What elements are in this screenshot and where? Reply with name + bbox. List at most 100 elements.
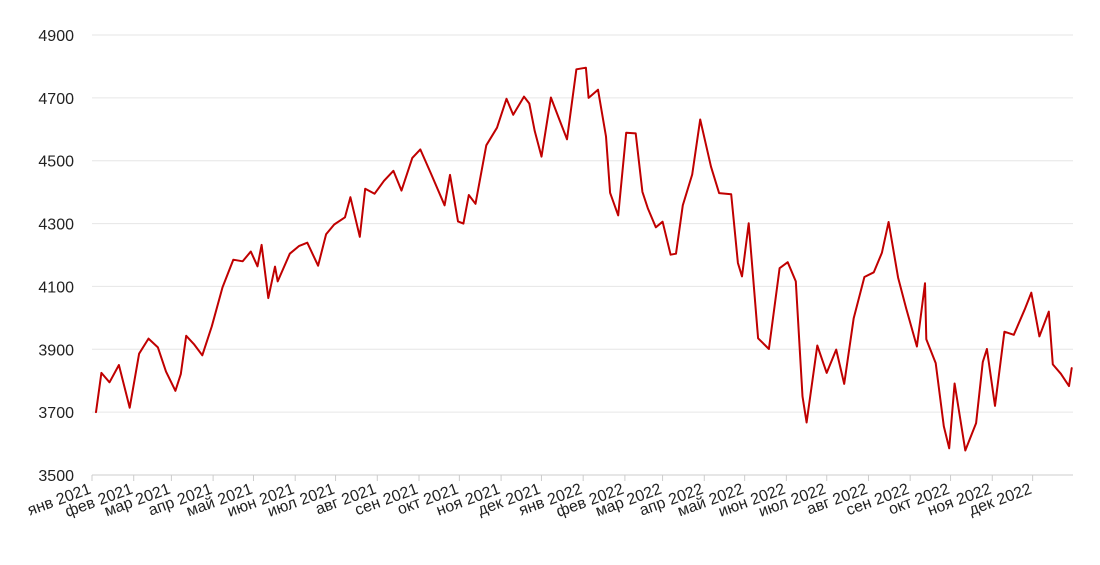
data-point: [863, 276, 865, 278]
data-point: [306, 242, 308, 244]
data-point: [954, 383, 956, 385]
data-point: [617, 214, 619, 216]
y-tick-label: 4100: [38, 279, 74, 296]
data-point: [655, 226, 657, 228]
data-point: [924, 282, 926, 284]
data-point: [462, 223, 464, 225]
data-point: [975, 422, 977, 424]
data-point: [148, 338, 150, 340]
data-point: [277, 280, 279, 282]
data-point: [138, 353, 140, 355]
data-point: [691, 174, 693, 176]
data-point: [710, 166, 712, 168]
data-point: [1071, 367, 1073, 369]
data-point: [523, 96, 525, 98]
data-point: [257, 265, 259, 267]
data-point: [873, 271, 875, 273]
data-point: [768, 348, 770, 350]
data-point: [1038, 335, 1040, 337]
data-point: [1060, 373, 1062, 375]
data-point: [925, 338, 927, 340]
data-point: [795, 280, 797, 282]
data-point: [411, 157, 413, 159]
data-point: [512, 114, 514, 116]
data-point: [392, 170, 394, 172]
data-point: [528, 103, 530, 105]
gridlines: [92, 34, 1073, 476]
data-point: [232, 259, 234, 261]
data-point: [325, 233, 327, 235]
data-point: [211, 325, 213, 327]
data-point: [267, 297, 269, 299]
data-point: [787, 261, 789, 263]
data-point: [905, 307, 907, 309]
data-point: [982, 361, 984, 363]
data-point: [964, 450, 966, 452]
data-point: [757, 337, 759, 339]
data-point: [647, 207, 649, 209]
data-point: [289, 253, 291, 255]
data-point: [935, 362, 937, 364]
data-point: [449, 174, 451, 176]
data-point: [274, 266, 276, 268]
data-point: [641, 191, 643, 193]
series-line: [95, 66, 1073, 452]
data-point: [605, 136, 607, 138]
data-point: [317, 265, 319, 267]
data-point: [180, 373, 182, 375]
data-point: [95, 411, 97, 413]
data-point: [157, 346, 159, 348]
data-point: [682, 204, 684, 206]
data-point: [1068, 385, 1070, 387]
data-point: [1052, 363, 1054, 365]
data-point: [670, 254, 672, 256]
data-point: [261, 244, 263, 246]
data-point: [118, 364, 120, 366]
data-point: [485, 144, 487, 146]
data-point: [730, 193, 732, 195]
data-point: [364, 188, 366, 190]
data-point: [475, 203, 477, 205]
data-point: [888, 221, 890, 223]
data-point: [506, 98, 508, 100]
data-point: [835, 349, 837, 351]
y-tick-label: 4300: [38, 217, 74, 234]
y-tick-label: 4700: [38, 91, 74, 108]
data-point: [826, 372, 828, 374]
data-point: [843, 383, 845, 385]
y-axis: 3500 3700 3900 4100 4300 4500 4700 4900: [38, 28, 74, 485]
data-point: [737, 262, 739, 264]
data-point: [193, 344, 195, 346]
data-point: [881, 252, 883, 254]
data-point: [741, 275, 743, 277]
data-point: [635, 132, 637, 134]
data-point: [662, 221, 664, 223]
data-point: [699, 119, 701, 121]
y-tick-label: 3700: [38, 405, 74, 422]
data-point: [534, 130, 536, 132]
data-point: [349, 196, 351, 198]
data-point: [675, 253, 677, 255]
data-point: [298, 245, 300, 247]
data-point: [359, 236, 361, 238]
data-point: [250, 251, 252, 253]
data-point: [558, 118, 560, 120]
series-layer: [95, 66, 1073, 452]
data-point: [109, 381, 111, 383]
data-point: [916, 346, 918, 348]
data-point: [609, 192, 611, 194]
data-point: [419, 148, 421, 150]
data-point: [333, 224, 335, 226]
data-point: [374, 193, 376, 195]
data-point: [597, 89, 599, 91]
data-point: [943, 425, 945, 427]
y-tick-label: 4900: [38, 28, 74, 45]
data-point: [748, 222, 750, 224]
data-point: [1013, 334, 1015, 336]
data-point: [816, 345, 818, 347]
data-point: [496, 127, 498, 129]
y-tick-label: 3500: [38, 468, 74, 485]
data-point: [541, 156, 543, 158]
